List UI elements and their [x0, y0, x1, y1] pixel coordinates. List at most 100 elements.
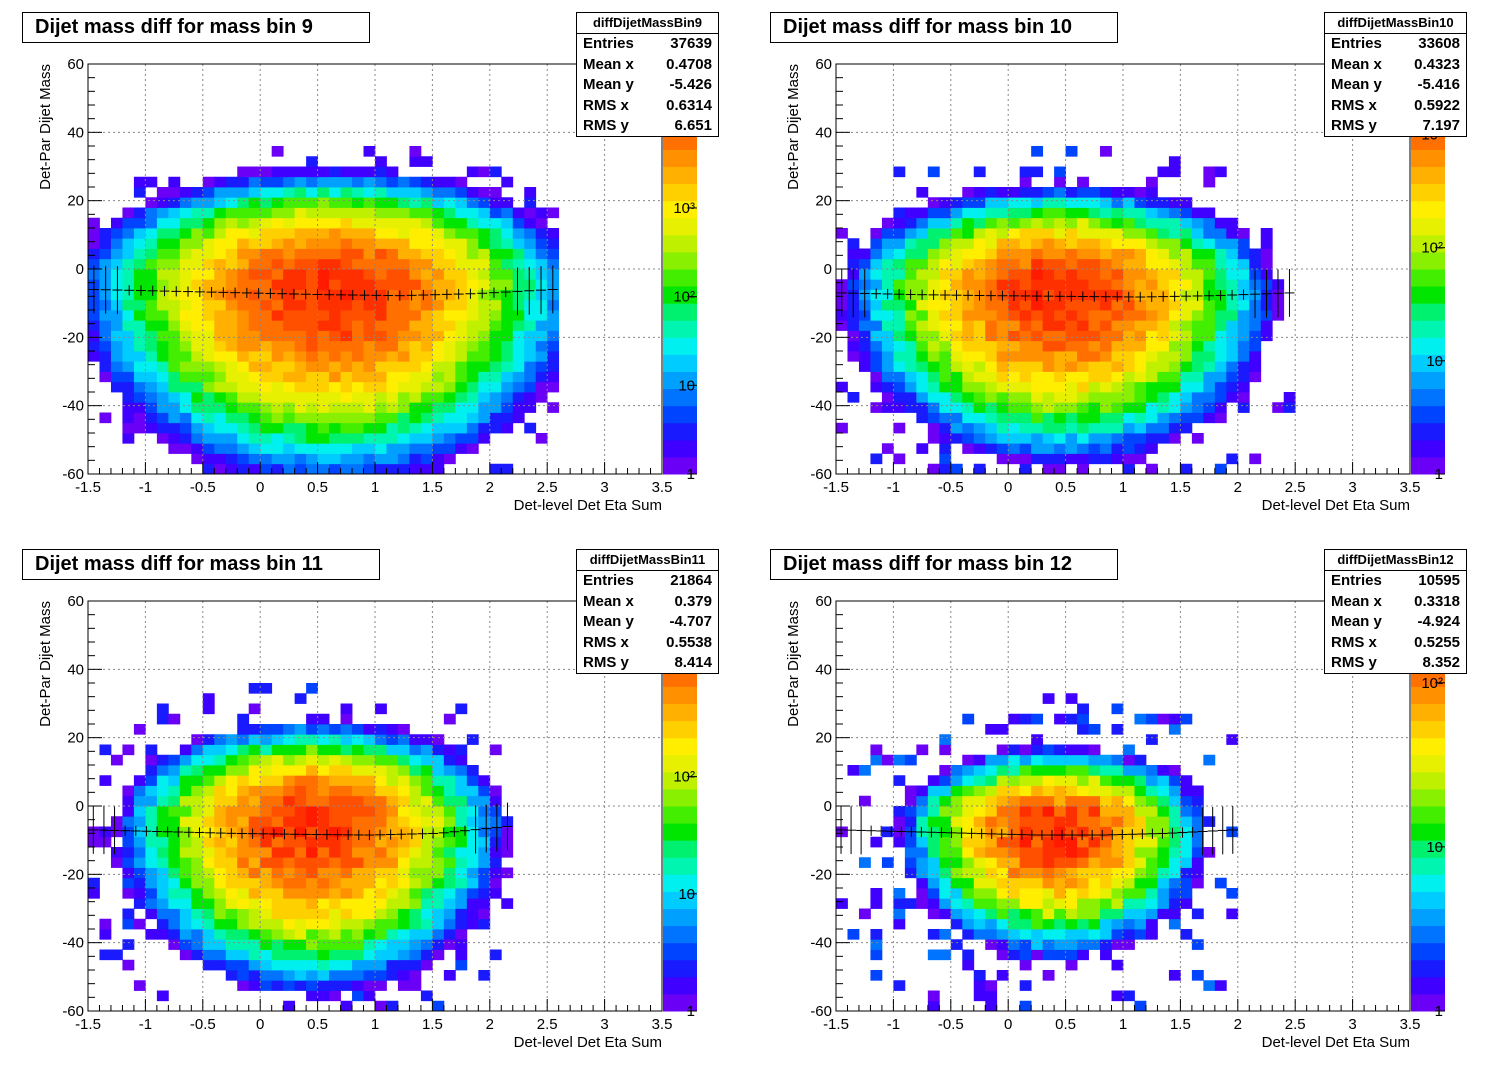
heatmap-cell [904, 330, 917, 342]
heatmap-cell [352, 422, 364, 434]
heatmap-cell [858, 248, 871, 260]
heatmap-cell [1157, 207, 1170, 219]
heatmap-cell [386, 765, 399, 776]
heatmap-cell [432, 795, 445, 807]
heatmap-cell [145, 392, 158, 403]
heatmap-cell [1180, 463, 1193, 475]
heatmap-cell [375, 929, 387, 940]
heatmap-cell [306, 248, 318, 260]
heatmap-cell [881, 351, 894, 362]
heatmap-cell [1008, 361, 1021, 372]
heatmap-cell [283, 269, 296, 280]
heatmap-cell [1008, 949, 1021, 961]
heatmap-cell [386, 207, 399, 219]
heatmap-cell [260, 754, 273, 766]
heatmap-cell [409, 422, 422, 434]
heatmap-cell [133, 279, 146, 290]
heatmap-cell [893, 248, 906, 260]
heatmap-cell [1145, 258, 1158, 270]
heatmap-cell [904, 836, 917, 848]
heatmap-cell [1260, 258, 1273, 270]
heatmap-cell [870, 248, 883, 260]
heatmap-cell [973, 258, 986, 270]
heatmap-cell [1123, 269, 1135, 280]
heatmap-cell [363, 959, 376, 971]
heatmap-cell [202, 836, 215, 848]
heatmap-cell [1008, 918, 1021, 930]
heatmap-cell [1077, 320, 1089, 331]
heatmap-cell [397, 847, 410, 858]
heatmap-cell [133, 269, 146, 280]
heatmap-cell [985, 980, 998, 991]
heatmap-cell [179, 402, 192, 413]
heatmap-cell [202, 207, 215, 219]
heatmap-cell [248, 795, 261, 807]
heatmap-cell [962, 381, 975, 393]
color-scale-cell [663, 183, 697, 202]
stats-row: Entries 21864 [577, 571, 718, 592]
stats-value: 33608 [1418, 35, 1460, 52]
heatmap-cell [1180, 361, 1193, 372]
heatmap-cell [904, 361, 917, 372]
heatmap-cell [478, 877, 491, 889]
heatmap-cell [455, 949, 468, 961]
heatmap-cell [512, 228, 525, 239]
heatmap-cell [927, 888, 940, 899]
heatmap-cell [409, 433, 422, 444]
stats-row: RMS x 0.5922 [1325, 96, 1466, 117]
heatmap-cell [478, 908, 491, 920]
heatmap-cell [996, 775, 1009, 786]
color-scale-cell [663, 320, 697, 338]
heatmap-cell [1042, 836, 1055, 848]
heatmap-cell [202, 340, 215, 352]
heatmap-cell [1088, 402, 1101, 413]
heatmap-cell [881, 330, 894, 342]
heatmap-cell [432, 929, 445, 940]
heatmap-cell [1077, 187, 1089, 198]
heatmap-cell [858, 765, 871, 776]
heatmap-cell [110, 299, 123, 311]
heatmap-cell [478, 330, 491, 342]
heatmap-cell [225, 939, 238, 950]
heatmap-cell [455, 754, 468, 766]
heatmap-cell [512, 279, 525, 290]
heatmap-cell [237, 744, 250, 756]
heatmap-cell [1123, 857, 1135, 868]
heatmap-cell [248, 361, 261, 372]
heatmap-cell [996, 898, 1009, 909]
heatmap-cell [1054, 754, 1066, 766]
heatmap-cell [133, 392, 146, 403]
heatmap-cell [191, 361, 204, 372]
heatmap-cell [501, 320, 514, 331]
heatmap-cell [1123, 463, 1135, 475]
heatmap-cell [1145, 228, 1158, 239]
heatmap-cell [352, 340, 364, 352]
heatmap-cell [283, 806, 296, 817]
heatmap-cell [329, 898, 341, 909]
heatmap-cell [260, 392, 273, 403]
heatmap-cell [847, 238, 860, 249]
heatmap-cell [420, 207, 433, 219]
heatmap-cell [1077, 806, 1089, 817]
heatmap-cell [1019, 299, 1032, 311]
heatmap-cell [466, 217, 479, 229]
heatmap-cell [168, 433, 181, 444]
z-tick-label: 1 [687, 1003, 695, 1020]
heatmap-cell [317, 765, 330, 776]
heatmap-cell [386, 949, 399, 961]
heatmap-cell [939, 392, 952, 403]
heatmap-cell [191, 898, 204, 909]
heatmap-cell [122, 867, 135, 879]
heatmap-cell [501, 402, 514, 413]
heatmap-cell [237, 980, 250, 991]
heatmap-cell [363, 463, 376, 475]
heatmap-cell [836, 228, 848, 239]
heatmap-cell [283, 166, 296, 178]
heatmap-cell [1145, 330, 1158, 342]
heatmap-cell [501, 228, 514, 239]
heatmap-cell [973, 795, 986, 807]
heatmap-cell [237, 734, 250, 745]
heatmap-cell [306, 238, 318, 249]
heatmap-cell [248, 207, 261, 219]
heatmap-cell [397, 888, 410, 899]
